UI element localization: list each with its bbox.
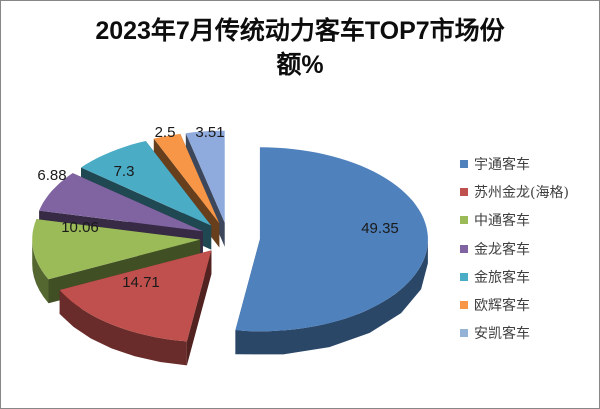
- chart-title-line1: 2023年7月传统动力客车TOP7市场份: [95, 17, 505, 45]
- data-label: 49.35: [361, 220, 399, 237]
- legend-swatch-icon: [460, 329, 468, 338]
- chart-title: 2023年7月传统动力客车TOP7市场份 额%: [0, 14, 600, 82]
- data-label: 2.5: [155, 124, 176, 141]
- pie-slices: [32, 130, 428, 366]
- legend-label: 金龙客车: [474, 241, 530, 258]
- legend-label: 欧辉客车: [474, 298, 530, 315]
- legend-item-suzhou-higer: 苏州金龙(海格): [460, 178, 595, 206]
- pie-slice-0: [235, 147, 428, 355]
- pie-slice-1: [59, 250, 212, 366]
- legend-swatch-icon: [460, 160, 468, 169]
- data-label: 7.3: [114, 163, 135, 180]
- legend-label: 宇通客车: [474, 157, 530, 174]
- legend-label: 苏州金龙(海格): [474, 185, 569, 202]
- chart-legend: 宇通客车 苏州金龙(海格) 中通客车 金龙客车 金旅客车 欧辉客车 安凯客车: [460, 150, 595, 347]
- data-label: 14.71: [122, 274, 160, 291]
- legend-item-zhongtong: 中通客车: [460, 206, 595, 234]
- data-label: 10.06: [61, 219, 99, 236]
- legend-swatch-icon: [460, 244, 468, 253]
- data-label: 6.88: [37, 167, 66, 184]
- legend-label: 金旅客车: [474, 269, 530, 286]
- legend-swatch-icon: [460, 272, 468, 281]
- legend-label: 安凯客车: [474, 326, 530, 343]
- legend-label: 中通客车: [474, 213, 530, 230]
- legend-item-golden-dragon: 金旅客车: [460, 263, 595, 291]
- legend-item-king-long: 金龙客车: [460, 235, 595, 263]
- legend-item-foton-auv: 欧辉客车: [460, 291, 595, 319]
- chart-title-line2: 额%: [276, 51, 324, 79]
- legend-swatch-icon: [460, 301, 468, 310]
- legend-swatch-icon: [460, 188, 468, 197]
- legend-item-yutong: 宇通客车: [460, 150, 595, 178]
- legend-swatch-icon: [460, 216, 468, 225]
- legend-item-ankai: 安凯客车: [460, 319, 595, 347]
- data-label: 3.51: [195, 124, 224, 141]
